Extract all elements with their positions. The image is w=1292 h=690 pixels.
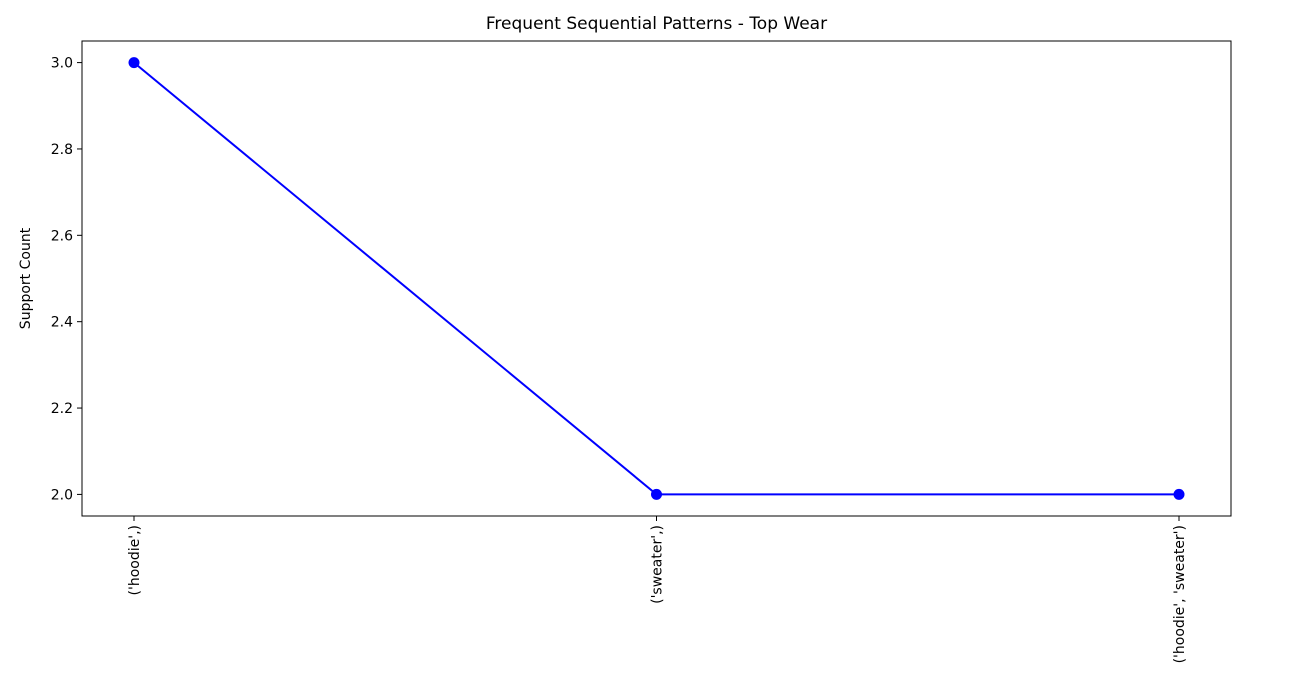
- y-tick-label: 2.4: [51, 315, 73, 331]
- y-tick-label: 2.6: [51, 228, 73, 244]
- x-tick-label: ('hoodie', 'sweater'): [1172, 525, 1188, 663]
- y-tick-label: 3.0: [51, 56, 73, 72]
- y-tick-label: 2.0: [51, 487, 73, 503]
- data-point: [651, 488, 662, 500]
- y-tick-label: 2.2: [51, 401, 73, 417]
- plot-area: 2.0 2.2 2.4 2.6 2.8 3.0 ('hoodie',) ('sweater',…: [51, 40, 1232, 663]
- data-point: [1173, 488, 1185, 500]
- y-tick-label: 2.8: [51, 142, 73, 158]
- x-tick-label: ('hoodie',): [127, 525, 143, 595]
- chart-title: Frequent Sequential Patterns - Top Wear: [486, 14, 827, 34]
- data-point: [128, 57, 140, 69]
- plot-frame: [81, 40, 1232, 517]
- y-axis-title: Support Count: [18, 227, 34, 329]
- x-tick-label: ('sweater',): [650, 525, 666, 604]
- series-line: [133, 61, 1179, 496]
